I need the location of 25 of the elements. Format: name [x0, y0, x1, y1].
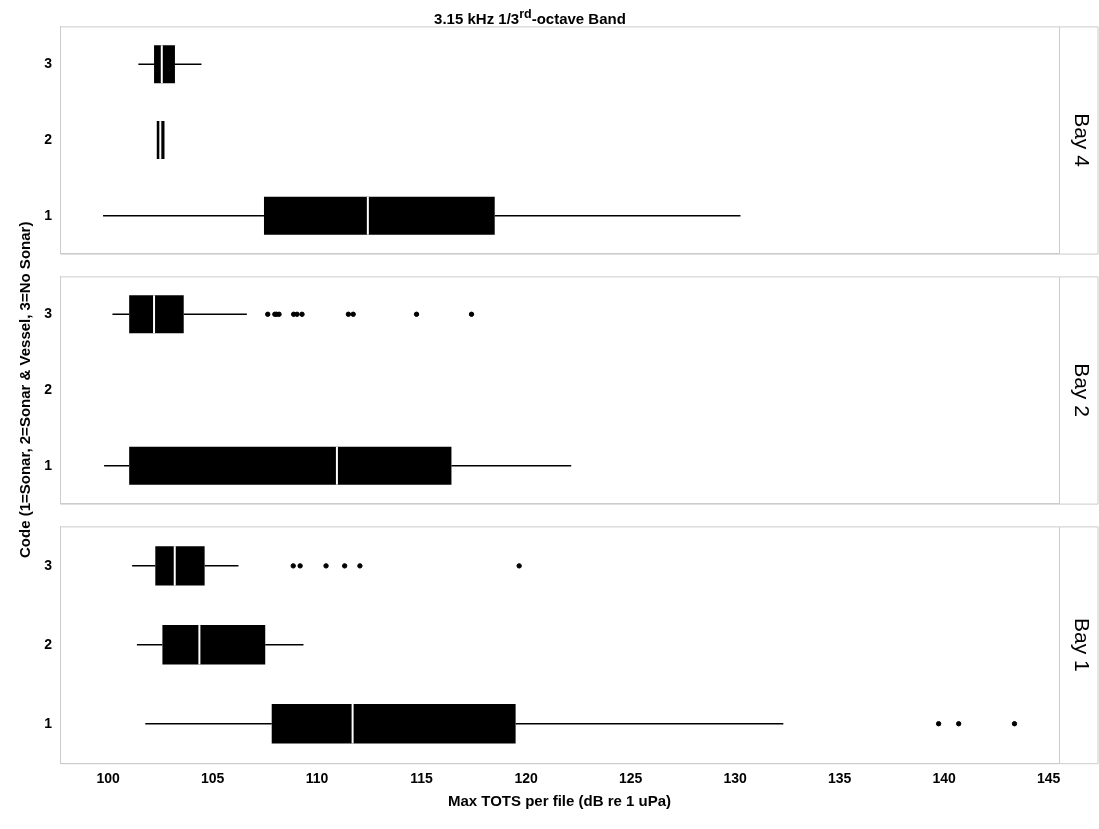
- chart-title: 3.15 kHz 1/3$^{rd}$-octave Band: [433, 6, 627, 29]
- x-tick-label: 145: [1036, 770, 1061, 787]
- x-tick-label: 120: [514, 770, 538, 787]
- y-tick-label: 1: [44, 206, 53, 223]
- y2-axis-title: Bay 4: [1070, 113, 1094, 168]
- y-tick-label: 1: [44, 714, 53, 731]
- x-tick-label: 130: [723, 770, 747, 787]
- x-tick-label: 135: [827, 770, 852, 787]
- x-tick-label: 105: [200, 770, 225, 787]
- y-tick-label: 2: [44, 130, 53, 147]
- y2-axis-title: Bay 2: [1070, 363, 1094, 417]
- y-tick-label: 3: [44, 305, 53, 322]
- x-tick-label: 115: [410, 770, 434, 787]
- x-tick-label: 125: [618, 770, 643, 787]
- y-tick-label: 3: [44, 556, 53, 573]
- y-tick-label: 1: [44, 456, 53, 473]
- x-tick-label: 100: [96, 770, 120, 787]
- y-tick-label: 2: [44, 380, 53, 397]
- y-tick-label: 2: [44, 635, 53, 652]
- x-axis-title: Max TOTS per file (dB re 1 uPa): [447, 792, 672, 810]
- x-tick-label: 140: [932, 770, 956, 787]
- y2-axis-title: Bay 1: [1070, 617, 1094, 672]
- y-axis-title: Code (1=Sonar, 2=Sonar & Vessel, 3=No Sonar): [16, 221, 33, 558]
- y-tick-label: 3: [44, 55, 53, 72]
- x-tick-label: 110: [305, 770, 329, 787]
